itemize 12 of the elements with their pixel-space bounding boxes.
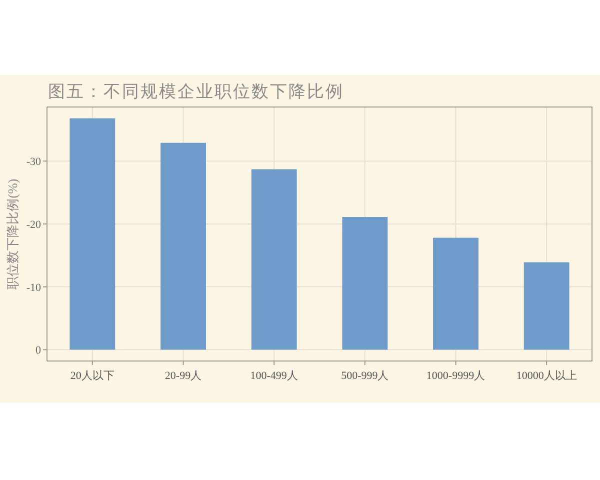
y-tick-label: -10: [26, 282, 42, 294]
x-tick-label: 20人以下: [70, 369, 114, 382]
y-tick-label: -20: [26, 218, 42, 231]
x-tick-label: 20-99人: [164, 370, 202, 382]
y-tick-label: 0: [36, 344, 42, 357]
chart-title: 图五：不同规模企业职位数下降比例: [48, 82, 344, 101]
x-tick-label: 1000-9999人: [426, 370, 486, 382]
y-axis-title: 职位数下降比例(%): [5, 178, 20, 290]
y-tick-label: -30: [26, 156, 42, 168]
x-tick-label: 100-499人: [250, 370, 298, 382]
x-tick-label: 10000人以上: [516, 369, 577, 382]
x-tick-label: 500-999人: [341, 370, 389, 382]
